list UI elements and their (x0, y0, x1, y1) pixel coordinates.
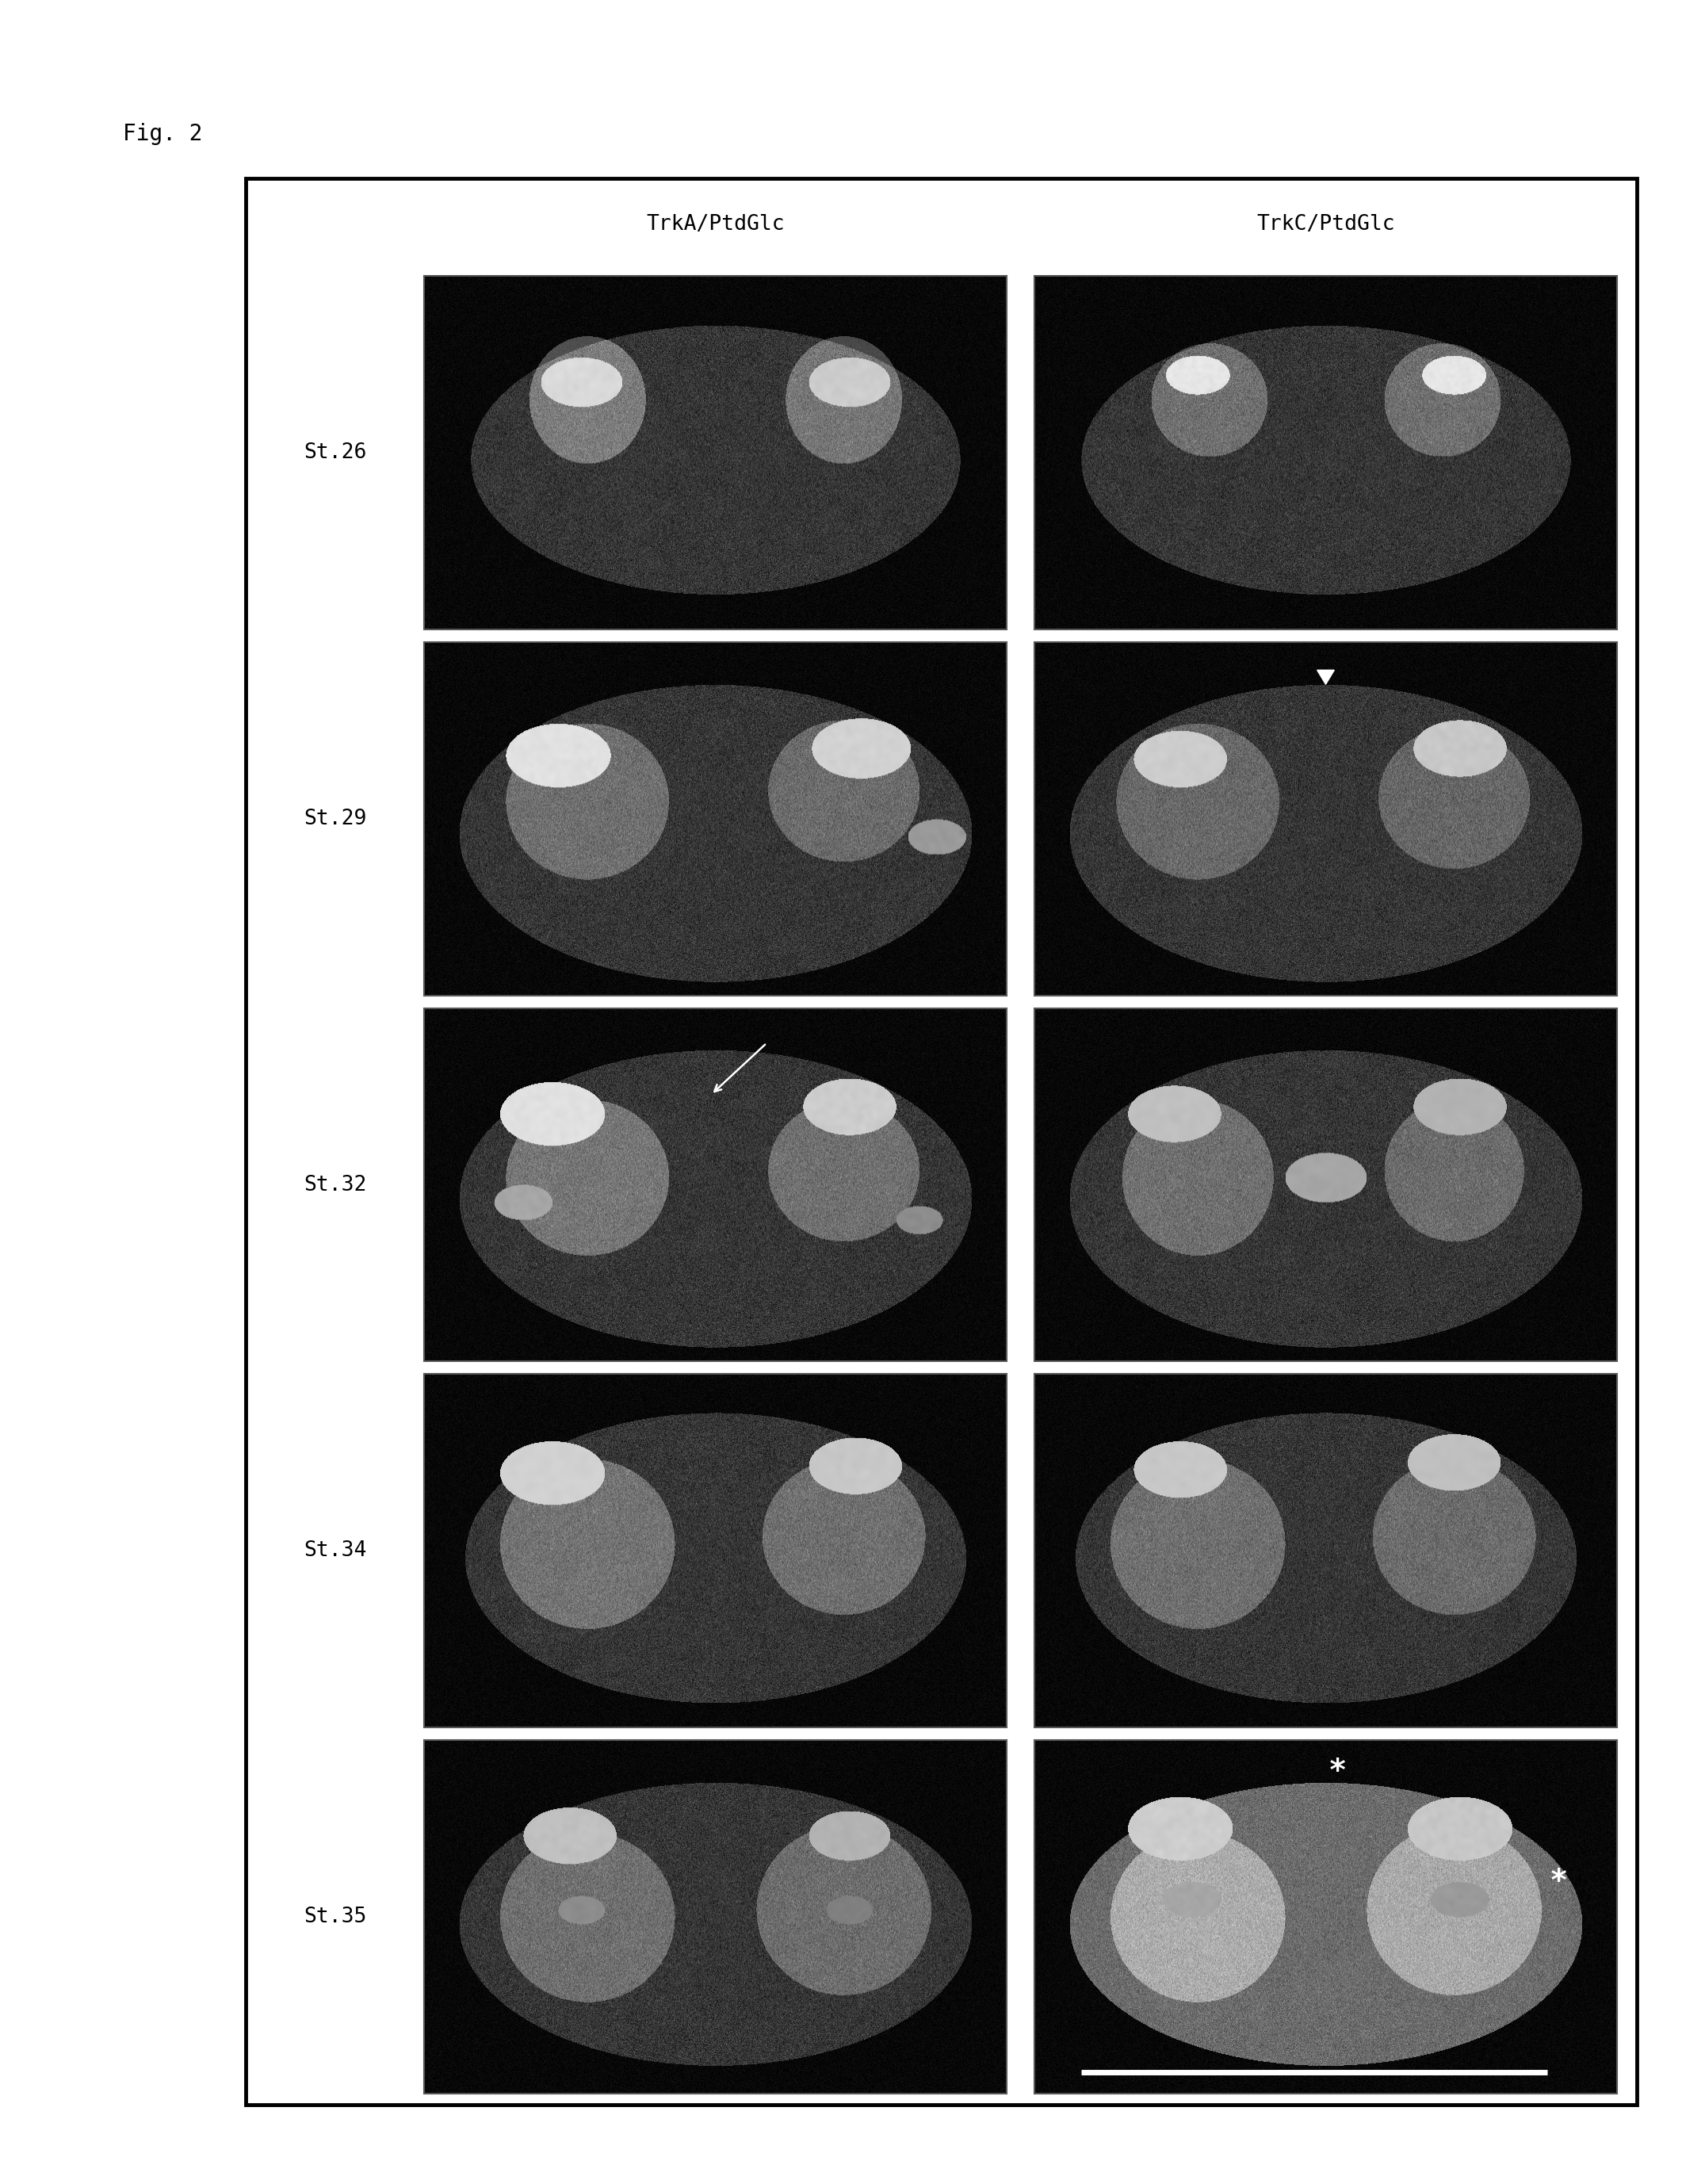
Text: TrkC/PtdGlc: TrkC/PtdGlc (1257, 214, 1395, 234)
Text: TrkA/PtdGlc: TrkA/PtdGlc (646, 214, 784, 234)
Bar (425, 1741, 1006, 2094)
Text: St.26: St.26 (303, 443, 367, 463)
Bar (425, 1374, 1006, 1728)
Bar (425, 275, 1006, 629)
Bar (1035, 275, 1616, 629)
Text: St.32: St.32 (303, 1175, 367, 1195)
Bar (1035, 1009, 1616, 1361)
Bar (1035, 642, 1616, 996)
Bar (425, 642, 1006, 996)
Bar (1035, 1374, 1616, 1728)
Polygon shape (1318, 670, 1335, 684)
Bar (425, 1009, 1006, 1361)
Text: St.34: St.34 (303, 1540, 367, 1562)
Bar (1035, 1374, 1616, 1728)
Bar (425, 1374, 1006, 1728)
Bar (425, 642, 1006, 996)
Text: St.35: St.35 (303, 1907, 367, 1926)
Text: St.29: St.29 (303, 808, 367, 830)
Text: *: * (1550, 1867, 1569, 1896)
Bar (425, 1741, 1006, 2094)
Bar (1035, 1741, 1616, 2094)
Bar (425, 1009, 1006, 1361)
Bar (1035, 1009, 1616, 1361)
Bar (1035, 642, 1616, 996)
Text: *: * (1328, 1756, 1347, 1787)
Bar (1035, 1741, 1616, 2094)
Text: Fig. 2: Fig. 2 (123, 122, 203, 144)
FancyBboxPatch shape (246, 179, 1637, 2105)
Bar (1035, 275, 1616, 629)
Bar (425, 275, 1006, 629)
